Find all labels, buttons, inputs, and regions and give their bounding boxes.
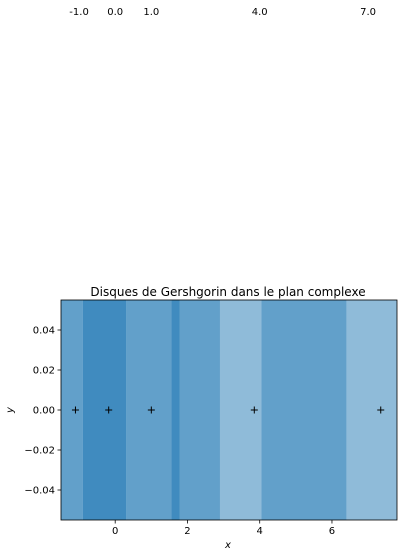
gershgorin-band: [171, 300, 180, 520]
top-annotation-label: 1.0: [143, 7, 159, 18]
x-tick-label: 2: [184, 526, 190, 537]
chart-title: Disques de Gershgorin dans le plan compl…: [90, 285, 365, 299]
y-ticks: 0.04 0.02 0.00 −0.02 −0.04: [24, 326, 61, 497]
x-tick-label: 6: [329, 526, 335, 537]
y-tick-label: −0.02: [24, 446, 55, 457]
x-tick-label: 4: [257, 526, 263, 537]
x-axis-label: x: [224, 540, 231, 551]
gershgorin-band: [346, 300, 397, 520]
eigenvalue-point: [250, 406, 258, 414]
x-tick-label: 0: [112, 526, 118, 537]
y-tick-label: −0.04: [24, 486, 55, 497]
eigenvalue-point: [71, 406, 79, 414]
top-annotation-label: 0.0: [107, 7, 123, 18]
y-axis-label: y: [5, 406, 16, 414]
points: [71, 406, 385, 414]
gershgorin-band: [179, 300, 220, 520]
y-tick-label: 0.00: [33, 406, 55, 417]
gershgorin-band: [61, 300, 83, 520]
y-tick-label: 0.02: [33, 366, 55, 377]
y-tick-label: 0.04: [33, 326, 55, 337]
top-annotation-label: -1.0: [69, 7, 89, 18]
top-annotation-label: 4.0: [252, 7, 268, 18]
eigenvalue-point: [377, 406, 385, 414]
x-ticks: 0 2 4 6: [112, 520, 335, 537]
eigenvalue-point: [105, 406, 113, 414]
eigenvalue-point: [147, 406, 155, 414]
top-labels: -1.0 0.0 1.0 4.0 7.0: [69, 7, 376, 18]
top-annotation-label: 7.0: [360, 7, 376, 18]
gershgorin-band: [261, 300, 347, 520]
gershgorin-band: [82, 300, 127, 520]
